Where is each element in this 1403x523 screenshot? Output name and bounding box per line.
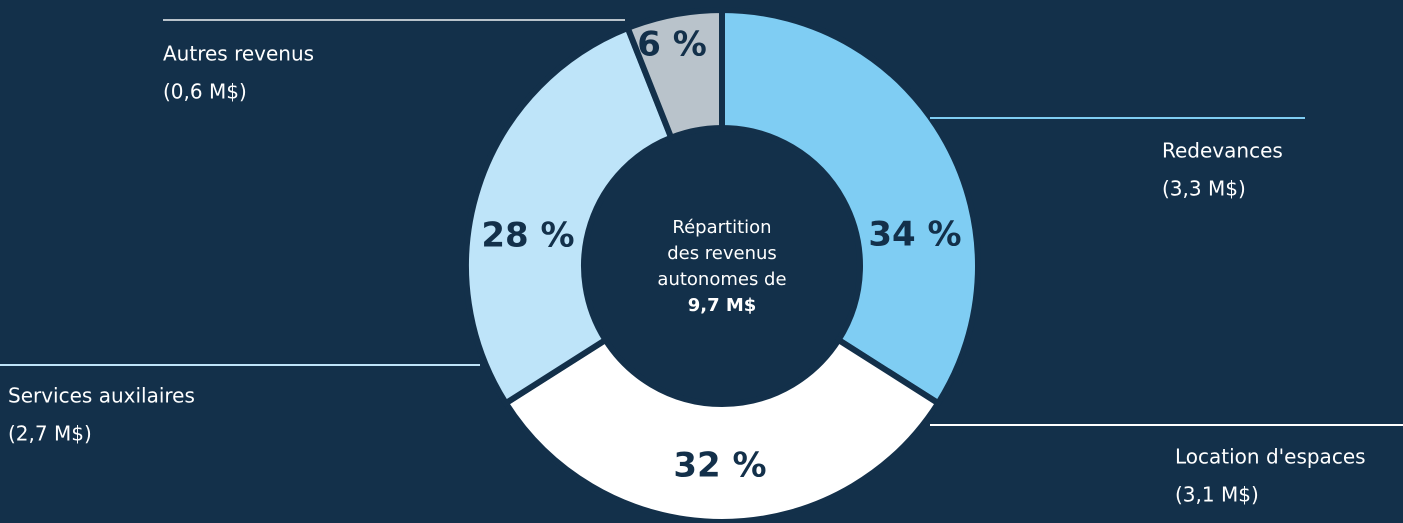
amount-label: (2,7 M$) (8, 422, 92, 446)
amount-label: (3,3 M$) (1162, 177, 1246, 201)
donut-slice (719, 6, 981, 408)
donut-slice (463, 24, 676, 408)
percent-label: 6 % (637, 25, 707, 65)
percent-label: 34 % (868, 215, 961, 255)
amount-label: (3,1 M$) (1175, 483, 1259, 507)
category-label: Location d'espaces (1175, 445, 1366, 469)
center-text: Répartition (672, 217, 771, 238)
category-label: Redevances (1162, 139, 1283, 163)
donut-slice (623, 6, 725, 142)
donut-slice (501, 335, 943, 523)
percent-label: 32 % (673, 446, 766, 486)
center-text: des revenus (667, 243, 777, 264)
percent-label: 28 % (481, 216, 574, 256)
category-label: Autres revenus (163, 42, 314, 66)
category-label: Services auxilaires (8, 384, 195, 408)
center-text: 9,7 M$ (688, 295, 757, 316)
amount-label: (0,6 M$) (163, 80, 247, 104)
center-text: autonomes de (657, 269, 786, 290)
